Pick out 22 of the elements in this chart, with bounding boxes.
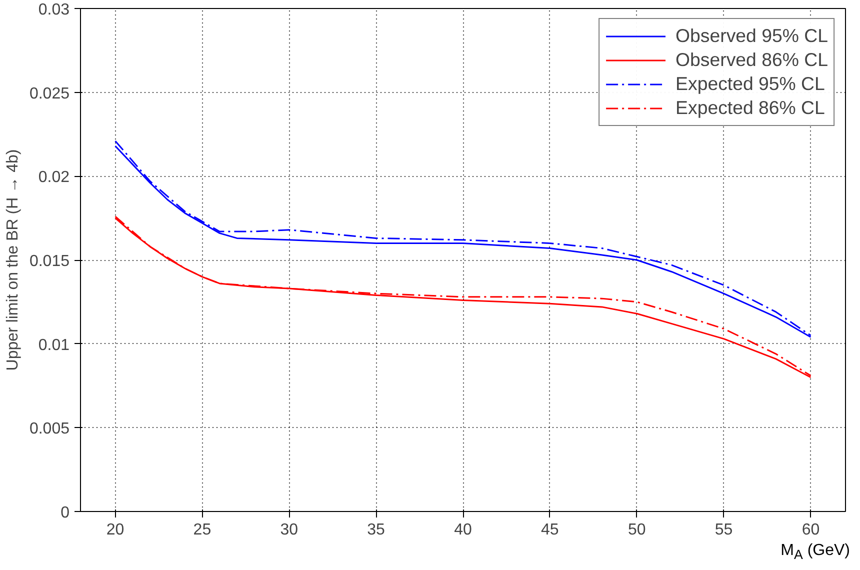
x-tick-label: 50: [628, 522, 646, 538]
y-tick-label: 0.02: [38, 169, 70, 186]
x-tick-label: 55: [714, 522, 733, 538]
y-tick-label: 0.025: [29, 85, 70, 102]
y-tick-label: 0.01: [38, 336, 70, 354]
y-axis-title: Upper limit on the BR (H → 4b): [4, 149, 22, 371]
x-tick-label: 20: [106, 522, 124, 538]
legend-label: Observed 95% CL: [676, 25, 828, 47]
x-axis-title: M$_{A}$ (GeV): [780, 541, 850, 564]
y-tick-label: 0.03: [38, 2, 70, 18]
y-tick-label: 0.015: [29, 253, 70, 270]
x-tick-label: 60: [802, 522, 820, 538]
x-tick-label: 45: [541, 522, 559, 538]
legend-label: Expected 95% CL: [676, 73, 825, 95]
x-tick-label: 35: [367, 522, 386, 538]
y-tick-label: 0: [60, 504, 70, 522]
legend-label: Observed 86% CL: [676, 49, 828, 71]
x-tick-label: 30: [280, 522, 298, 538]
x-tick-label: 40: [454, 522, 472, 538]
x-tick-label: 25: [193, 522, 212, 538]
legend-label: Expected 86% CL: [676, 97, 825, 119]
y-tick-label: 0.005: [29, 420, 70, 438]
